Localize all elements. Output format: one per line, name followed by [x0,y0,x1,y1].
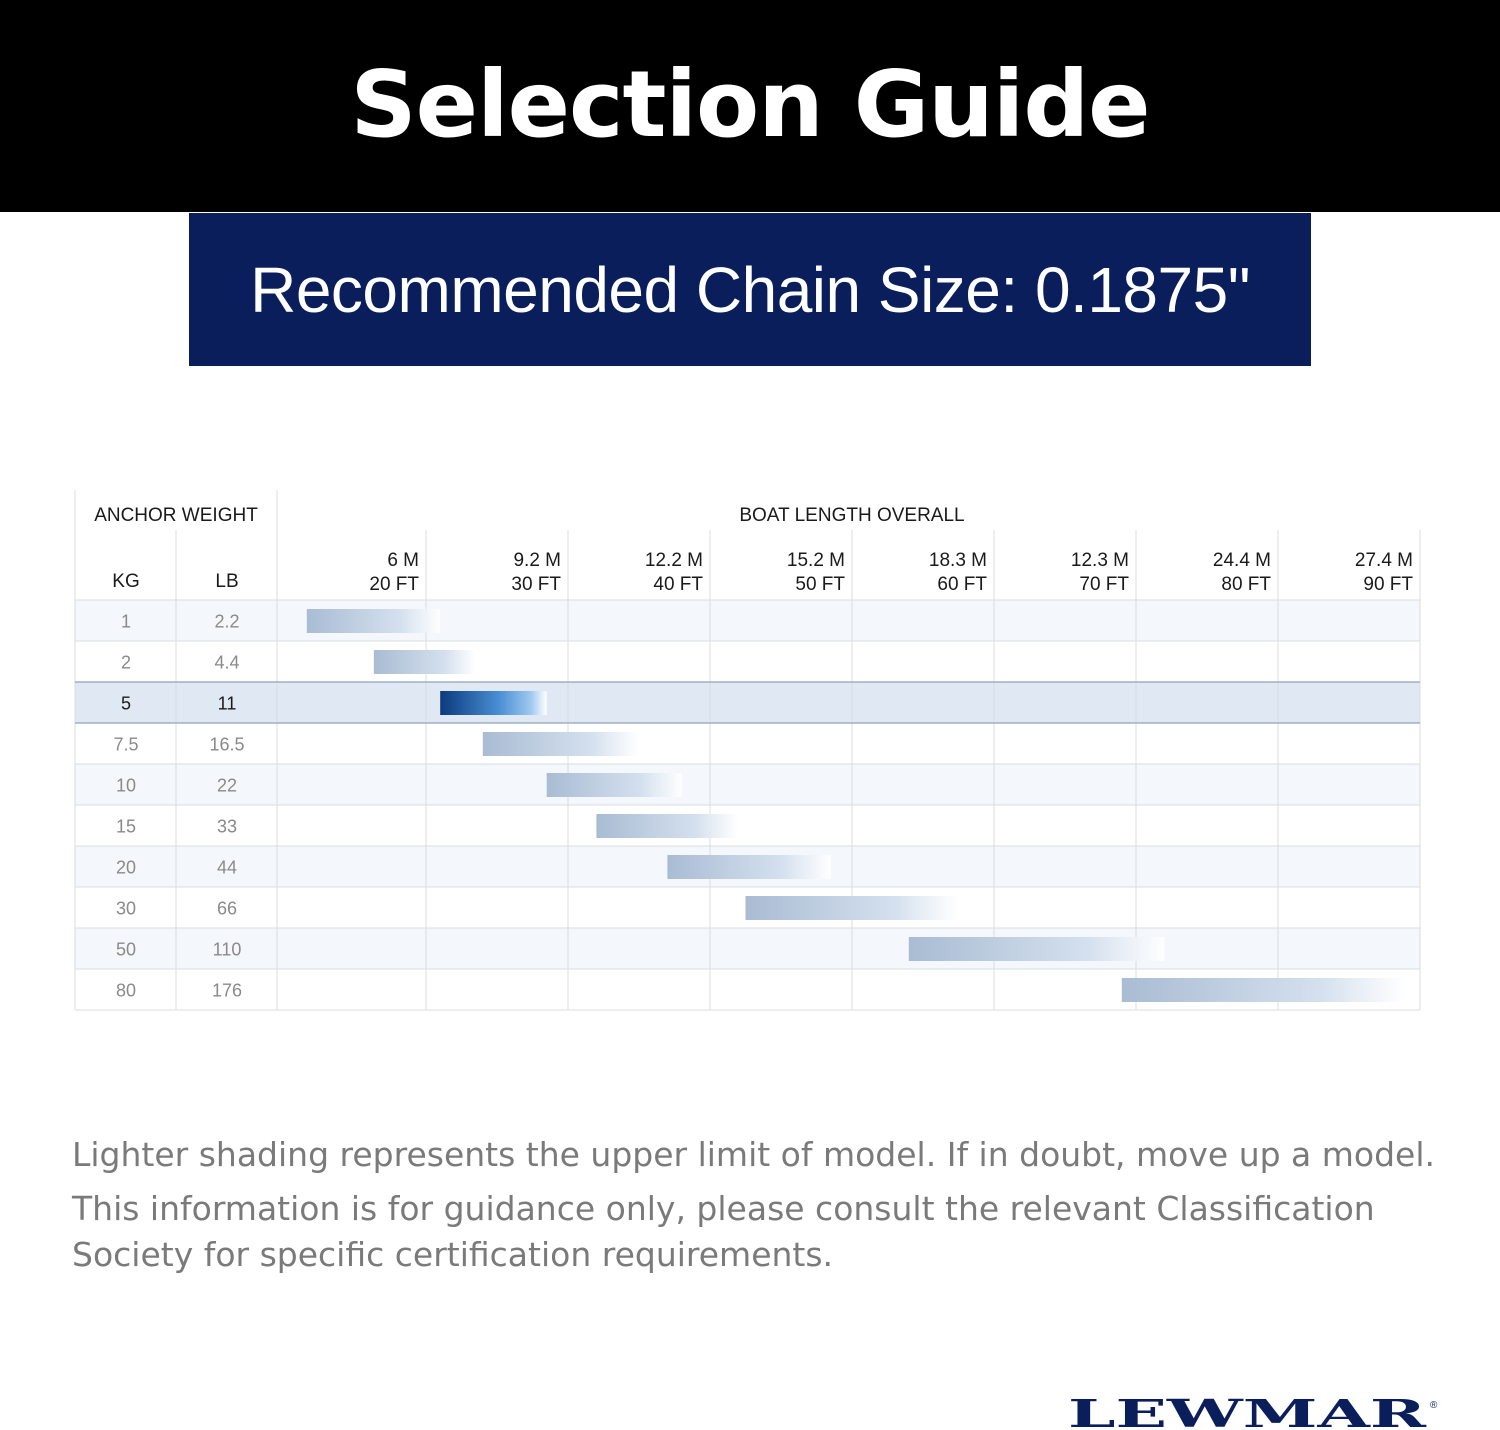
page-title: Selection Guide [350,50,1150,158]
lb-value: 22 [217,776,237,796]
kg-value: 2 [121,653,131,673]
lb-value: 44 [217,858,237,878]
lb-value: 2.2 [214,612,239,632]
range-bar [546,773,682,797]
lb-header: LB [215,571,238,592]
boat-length-header: BOAT LENGTH OVERALL [739,505,964,526]
range-bar-selected [440,691,547,715]
kg-value: 30 [116,899,136,919]
column-label-m: 24.4 M [1213,550,1271,571]
range-bar [482,732,639,756]
column-label-m: 12.2 M [645,550,703,571]
row-background [75,723,1420,764]
column-label-m: 12.3 M [1071,550,1129,571]
table-rows [75,600,1420,1010]
kg-value: 20 [116,858,136,878]
kg-value: 15 [116,817,136,837]
range-bar [745,896,959,920]
lb-value: 33 [217,817,237,837]
kg-value: 1 [121,612,131,632]
lb-value: 176 [212,981,242,1001]
anchor-weight-header: ANCHOR WEIGHT [94,505,258,526]
row-background [75,600,1420,641]
column-label-ft: 80 FT [1221,574,1271,595]
column-label-ft: 30 FT [511,574,561,595]
column-label-m: 9.2 M [513,550,561,571]
table-text: ANCHOR WEIGHT BOAT LENGTH OVERALL KG LB … [94,505,1413,1001]
range-bars [306,609,1406,1002]
range-bar [1121,978,1406,1002]
table-grid [74,490,1421,1011]
row-background [75,682,1420,723]
range-bar [596,814,739,838]
column-label-ft: 50 FT [795,574,845,595]
column-label-m: 15.2 M [787,550,845,571]
chain-size-label: Recommended Chain Size: 0.1875" [250,253,1250,326]
kg-value: 80 [116,981,136,1001]
kg-value: 5 [121,694,131,714]
lb-value: 11 [218,694,237,714]
column-label-ft: 70 FT [1079,574,1129,595]
kg-value: 10 [116,776,136,796]
row-background [75,641,1420,682]
column-label-m: 18.3 M [929,550,987,571]
column-label-m: 27.4 M [1355,550,1413,571]
chain-size-banner: Recommended Chain Size: 0.1875" [189,213,1311,366]
registered-mark: ® [1430,1400,1438,1411]
kg-header: KG [112,571,139,592]
selection-chart: ANCHOR WEIGHT BOAT LENGTH OVERALL KG LB … [74,490,1421,1011]
logo-wordmark: LEWMAR [1068,1396,1427,1430]
range-bar [908,937,1165,961]
kg-value: 50 [116,940,136,960]
shading-note: Lighter shading represents the upper lim… [72,1135,1436,1174]
lb-value: 110 [213,940,242,960]
row-background [75,764,1420,805]
lb-value: 66 [217,899,237,919]
row-background [75,928,1420,969]
column-label-ft: 20 FT [369,574,419,595]
footnotes: Lighter shading represents the upper lim… [72,1132,1452,1286]
lb-value: 16.5 [209,735,244,755]
column-label-ft: 60 FT [937,574,987,595]
header-band: Selection Guide [0,0,1500,212]
lb-value: 4.4 [214,653,239,673]
row-background [75,805,1420,846]
range-bar [306,609,441,633]
kg-value: 7.5 [113,735,138,755]
range-bar [373,650,476,674]
column-label-m: 6 M [387,550,419,571]
column-label-ft: 40 FT [653,574,703,595]
column-label-ft: 90 FT [1363,574,1413,595]
range-bar [667,855,831,879]
lewmar-logo: LEWMAR ® [1068,1396,1438,1430]
guidance-note: This information is for guidance only, p… [72,1189,1375,1274]
